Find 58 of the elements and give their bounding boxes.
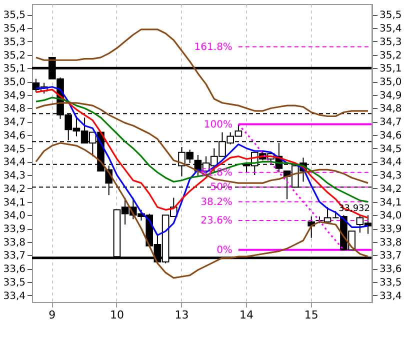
y2-tick-label: 34,7 (380, 117, 402, 128)
y-tick-label: 35,1 (3, 64, 26, 75)
y2-tick-label: 35,2 (380, 50, 402, 62)
y2-tick-label: 35,3 (380, 36, 402, 48)
y-tick-label: 34,1 (3, 197, 26, 208)
annotation: 23.6% (200, 215, 232, 226)
y-tick-label: 33,5 (3, 277, 26, 288)
y2-tick-label: 33,7 (380, 250, 402, 262)
y-tick-label: 33,7 (3, 250, 26, 262)
y-tick-label: 33,9 (3, 224, 26, 235)
y2-tick-label: 33,6 (380, 264, 402, 276)
y-tick-label: 33,8 (3, 237, 26, 248)
y2-tick-label: 33,8 (380, 237, 402, 248)
y2-tick-label: 34,3 (380, 170, 402, 182)
y-tick-label: 34,5 (3, 144, 26, 155)
line-series (35, 28, 369, 118)
annotation: 100% (204, 119, 232, 130)
x-tick-label: 15 (304, 308, 318, 322)
annotation: 50% (210, 182, 232, 194)
y-tick-label: 34,4 (3, 157, 26, 168)
y-tick-label: 34,9 (3, 90, 26, 102)
y2-tick-label: 34,6 (380, 130, 402, 142)
y-tick-label: 33,6 (3, 264, 26, 276)
y-tick-label: 35,3 (3, 36, 26, 48)
y2-tick-label: 34,4 (380, 157, 402, 168)
y2-tick-label: 33,4 (380, 290, 402, 302)
y2-tick-label: 34,5 (380, 144, 402, 155)
x-tick-label: 14 (240, 308, 254, 322)
y2-tick-label: 34,8 (380, 104, 402, 115)
annotation: 0% (216, 244, 232, 256)
y2-tick-label: 35,1 (380, 64, 402, 75)
annotation: 38.2% (200, 196, 232, 208)
line-series (35, 142, 369, 279)
y-tick-label: 35,2 (3, 50, 26, 62)
y2-tick-label: 34,1 (380, 197, 402, 208)
y-tick-label: 35,0 (3, 77, 26, 88)
y-tick-label: 34,7 (3, 117, 26, 128)
y-tick-label: 35,4 (3, 24, 26, 35)
x-tick-label: 9 (48, 308, 56, 322)
y-tick-label: 34,3 (3, 170, 26, 182)
y2-tick-label: 35,5 (380, 10, 402, 22)
y2-tick-label: 33,9 (380, 224, 402, 235)
annotation: 161.8% (194, 42, 232, 53)
y2-tick-label: 34,2 (380, 184, 402, 195)
y2-tick-label: 34,0 (380, 210, 402, 222)
y-tick-label: 34,8 (3, 104, 26, 115)
y2-tick-label: 35,0 (380, 77, 402, 88)
y2-tick-label: 34,9 (380, 90, 402, 102)
x-tick-label: 10 (110, 308, 124, 322)
y-tick-label: 34,0 (3, 210, 26, 222)
y-tick-label: 34,2 (3, 184, 26, 195)
y-tick-label: 34,6 (3, 130, 26, 142)
y-tick-label: 35,5 (3, 10, 26, 22)
y2-tick-label: 33,5 (380, 277, 402, 288)
y-tick-label: 33,4 (3, 290, 26, 302)
line-series (35, 102, 369, 184)
y2-tick-label: 35,4 (380, 24, 402, 35)
x-tick-label: 13 (174, 308, 189, 322)
